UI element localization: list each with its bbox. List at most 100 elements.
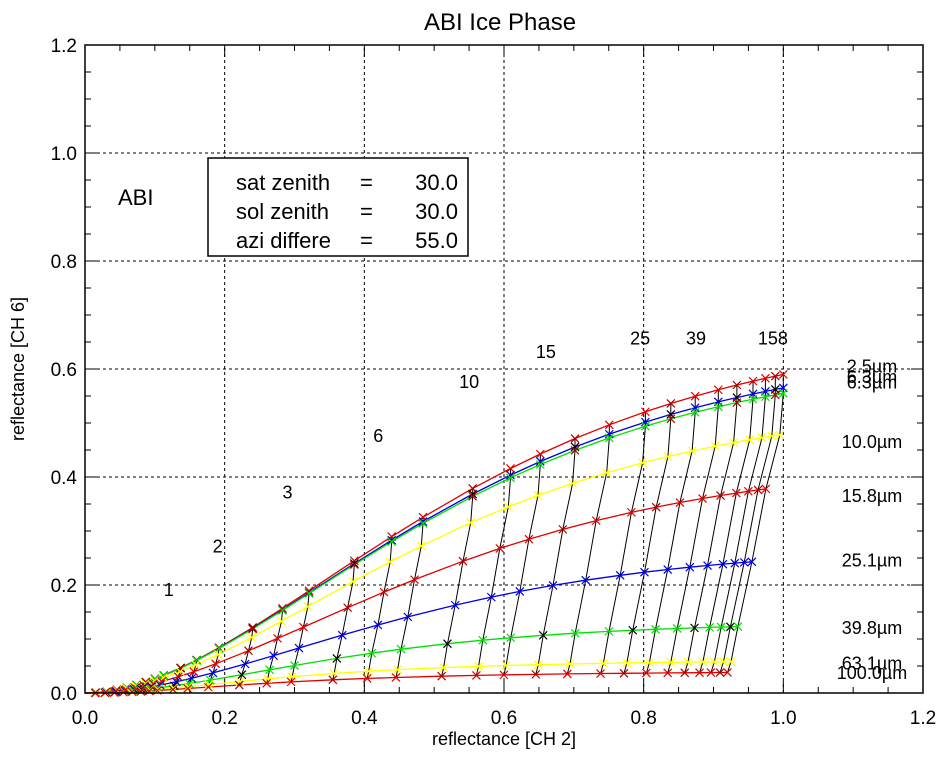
point-marker	[706, 668, 716, 678]
point-marker	[778, 369, 788, 379]
point-marker	[155, 680, 165, 690]
point-marker	[687, 446, 697, 456]
point-marker	[501, 661, 511, 670]
point-marker	[387, 537, 397, 547]
effective-radius-curves	[84, 373, 784, 694]
point-marker	[770, 390, 780, 400]
plot-frame	[84, 44, 924, 694]
point-marker	[208, 668, 218, 678]
optical-depth-isoline	[366, 536, 393, 679]
point-marker	[538, 630, 548, 640]
point-marker	[458, 556, 468, 566]
point-marker	[328, 675, 338, 685]
point-marker	[716, 622, 726, 632]
point-marker	[443, 639, 452, 649]
point-marker	[387, 535, 397, 545]
point-marker	[695, 668, 704, 678]
point-marker	[478, 635, 488, 645]
y-tick-label: 0.2	[51, 576, 77, 597]
point-marker	[562, 669, 572, 679]
point-marker	[730, 558, 740, 568]
point-marker	[663, 565, 673, 574]
point-marker	[474, 661, 483, 671]
point-marker	[581, 575, 591, 585]
point-marker	[680, 668, 690, 678]
optical-depth-label: 15	[536, 342, 556, 362]
x-tick-label: 0.4	[351, 708, 378, 729]
point-marker	[715, 668, 725, 677]
effective-radius-label: 10.0µm	[842, 432, 902, 452]
point-marker	[466, 518, 476, 528]
point-marker	[119, 687, 128, 697]
optical-depth-label: 2	[213, 537, 223, 557]
point-marker	[713, 385, 723, 395]
point-marker	[663, 668, 673, 678]
point-marker	[437, 671, 447, 681]
point-marker	[234, 680, 244, 690]
point-marker	[767, 431, 777, 441]
point-marker	[176, 663, 186, 673]
point-marker	[273, 633, 282, 643]
point-marker	[640, 407, 650, 417]
grid-lines	[85, 45, 923, 693]
point-marker	[524, 534, 534, 544]
optical-depth-label: 6	[373, 426, 383, 446]
optical-depth-isoline	[475, 468, 511, 676]
point-marker	[726, 657, 736, 667]
point-marker	[570, 628, 580, 638]
point-marker	[515, 587, 525, 596]
point-marker	[641, 668, 651, 678]
point-marker	[343, 603, 353, 613]
point-marker	[685, 562, 695, 572]
point-marker	[269, 651, 279, 661]
point-marker	[748, 394, 758, 404]
point-marker	[533, 491, 543, 500]
point-marker	[775, 430, 785, 440]
point-marker	[548, 581, 558, 590]
x-tick-label: 1.0	[770, 708, 796, 729]
point-marker	[184, 679, 194, 688]
point-marker	[531, 669, 541, 679]
point-marker	[770, 371, 780, 381]
point-marker	[150, 676, 159, 686]
point-marker	[731, 488, 741, 498]
point-marker	[698, 657, 708, 667]
point-marker	[596, 669, 605, 678]
effective-radius-label: 39.8µm	[842, 618, 902, 638]
info-equals: =	[360, 199, 373, 224]
optical-depth-isoline	[600, 411, 646, 674]
optical-depth-label: 25	[630, 329, 650, 349]
point-marker	[168, 685, 178, 694]
y-tick-label: 1.0	[51, 144, 77, 165]
point-marker	[743, 486, 753, 496]
point-marker	[159, 671, 169, 680]
point-marker	[486, 592, 496, 602]
point-marker	[183, 684, 193, 693]
point-marker	[535, 449, 545, 459]
point-marker	[403, 612, 413, 622]
y-tick-label: 1.2	[51, 36, 77, 57]
point-marker	[503, 502, 513, 512]
point-marker	[294, 643, 304, 653]
point-marker	[719, 657, 728, 667]
point-marker	[468, 489, 478, 499]
point-marker	[189, 667, 199, 677]
point-marker	[506, 473, 515, 483]
data-point-markers	[90, 369, 788, 698]
point-marker	[127, 687, 137, 697]
optical-depth-isoline	[441, 488, 474, 677]
point-marker	[690, 391, 700, 401]
point-marker	[604, 429, 614, 439]
point-marker	[367, 648, 377, 658]
optical-depth-label: 3	[283, 483, 293, 503]
point-marker	[710, 441, 720, 451]
point-marker	[265, 665, 275, 675]
point-marker	[248, 623, 258, 632]
info-equals: =	[360, 228, 373, 253]
x-tick-label: 0.6	[491, 708, 517, 729]
point-marker	[690, 623, 699, 633]
point-marker	[675, 498, 685, 507]
point-marker	[396, 644, 406, 654]
point-marker	[651, 502, 661, 512]
